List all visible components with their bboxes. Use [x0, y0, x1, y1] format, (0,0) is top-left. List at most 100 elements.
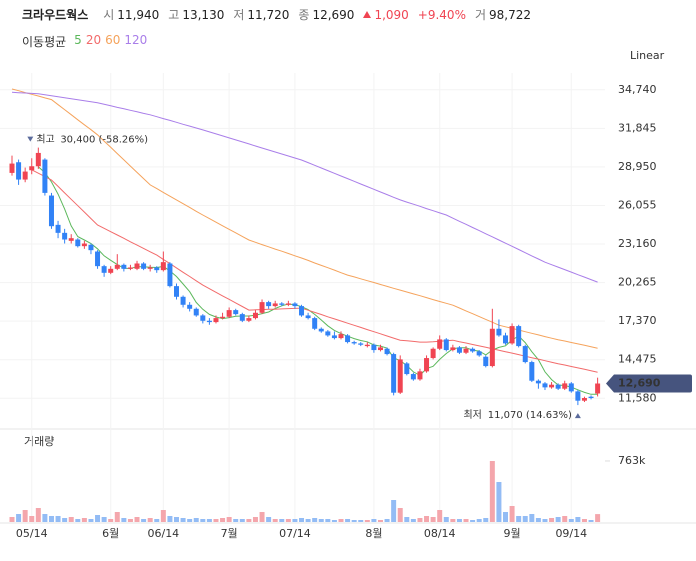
volume-bar — [16, 514, 22, 522]
volume-bar — [272, 519, 278, 522]
field-value: 11,720 — [247, 8, 290, 22]
quote-field: 저 11,720 — [233, 6, 289, 23]
candle-body — [581, 398, 587, 401]
volume-bar — [595, 514, 601, 522]
volume-bar — [463, 519, 469, 522]
volume-bar — [75, 519, 81, 522]
candle-body — [147, 267, 153, 269]
candle-body — [285, 303, 291, 305]
candle-body — [42, 159, 48, 193]
x-tick-label: 9월 — [504, 527, 521, 540]
candle-body — [35, 152, 41, 167]
volume-bar — [371, 519, 377, 522]
volume-bar — [489, 461, 495, 522]
candle-body — [305, 315, 311, 319]
candle-body — [48, 195, 54, 227]
volume-bar — [68, 517, 74, 522]
candle-body — [463, 348, 469, 353]
candle-body — [338, 334, 344, 339]
field-label: 고 — [168, 8, 180, 22]
volume-bar — [121, 518, 127, 522]
candle-body — [516, 326, 522, 347]
candle-body — [187, 304, 193, 309]
low-annotation: 11,070 (14.63%) 최저 — [463, 409, 581, 421]
volume-bar — [81, 518, 87, 522]
candle-body — [121, 264, 127, 269]
x-tick-label: 8월 — [365, 527, 382, 540]
candle-body — [299, 306, 305, 316]
volume-bar — [535, 518, 541, 522]
candle-body — [200, 315, 206, 321]
quote-field: 고 13,130 — [168, 6, 224, 23]
field-value: 13,130 — [182, 8, 225, 22]
candle-body — [127, 267, 133, 269]
candle-body — [55, 224, 61, 233]
volume-bar — [9, 517, 15, 522]
volume-bar — [391, 500, 397, 522]
candle-body — [345, 335, 351, 343]
field-label: 시 — [103, 8, 115, 22]
quote-header: 크라우드웍스 시 11,940 고 13,130 저 11,720 종 12,690 1… — [22, 6, 531, 23]
volume-bar — [476, 519, 482, 522]
candle-body — [555, 384, 561, 389]
y-tick-label: 23,160 — [618, 237, 657, 250]
volume-bar — [364, 520, 370, 522]
volume-bar — [496, 482, 502, 522]
volume-bar — [470, 520, 476, 522]
x-tick-label: 07/14 — [279, 527, 311, 540]
volume-bar — [246, 519, 252, 522]
last-price-tag — [606, 374, 692, 393]
x-tick-label: 08/14 — [424, 527, 456, 540]
volume-bar — [410, 519, 416, 522]
ma-line — [31, 169, 598, 373]
volume-bar — [345, 519, 351, 522]
candle-body — [542, 383, 548, 388]
volume-bar — [35, 508, 41, 522]
volume-bar — [430, 517, 436, 522]
volume-bar — [404, 517, 410, 522]
candle-body — [430, 348, 436, 359]
volume-bar — [266, 517, 272, 522]
field-label: 거 — [474, 8, 487, 22]
candle-body — [292, 303, 298, 307]
candle-body — [509, 326, 515, 344]
volume-bar — [101, 517, 107, 522]
volume-bar — [483, 518, 489, 522]
candle-body — [318, 328, 324, 332]
ma-line — [11, 91, 598, 283]
candle-body — [114, 264, 120, 269]
volume-bar — [48, 516, 54, 522]
ma-legend: 이동평균 5 20 60 120 — [22, 33, 147, 50]
volume-bar — [575, 517, 581, 522]
volume-bar — [312, 518, 318, 522]
high-annotation: 최고 30,400 (-58.26%) — [27, 134, 148, 146]
stock-name: 크라우드웍스 — [22, 8, 89, 22]
candle-body — [417, 371, 423, 380]
ma-legend-item: 5 — [74, 33, 82, 47]
volume-bar — [503, 512, 508, 522]
candle-body — [391, 354, 397, 393]
quote-field: 거 98,722 — [475, 6, 531, 23]
candle-body — [371, 344, 377, 351]
annotation-text: 30,400 (-58.26%) — [60, 135, 148, 146]
volume-bar — [443, 517, 449, 522]
annotation-label: 최저 — [463, 409, 481, 421]
volume-bar — [259, 512, 265, 522]
candle-body — [410, 374, 416, 380]
candle-body — [503, 335, 508, 344]
volume-bar — [285, 519, 291, 522]
volume-bar — [325, 519, 331, 522]
volume-bar — [437, 510, 443, 522]
volume-bar — [351, 520, 357, 522]
candle-body — [483, 356, 489, 367]
volume-bar — [174, 517, 179, 522]
candle-body — [266, 302, 272, 307]
candle-body — [233, 310, 239, 315]
candle-body — [364, 344, 370, 347]
volume-bar — [252, 517, 258, 522]
volume-bar — [42, 514, 48, 522]
volume-bar — [226, 517, 232, 522]
candle-body — [312, 318, 318, 329]
volume-bar — [417, 518, 423, 522]
